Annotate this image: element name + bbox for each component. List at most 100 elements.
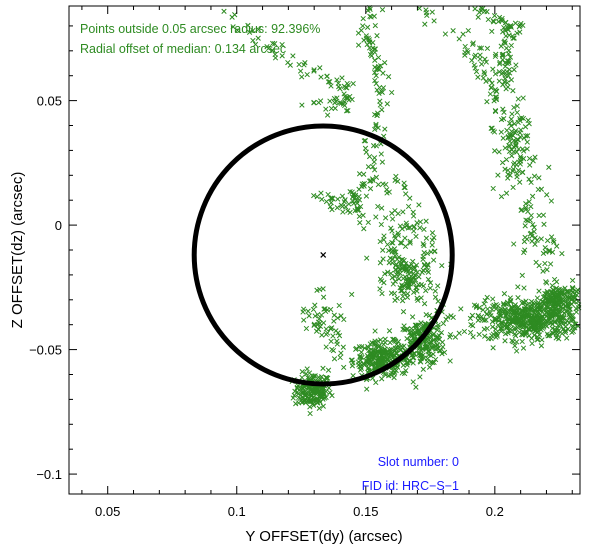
data-point (331, 312, 337, 318)
data-point (530, 315, 536, 322)
data-point (386, 373, 392, 379)
data-point (358, 27, 364, 34)
data-point (430, 257, 437, 263)
data-point (452, 334, 459, 340)
data-point (456, 330, 462, 336)
data-point (329, 392, 335, 399)
data-point (302, 384, 308, 391)
data-point (521, 135, 527, 141)
data-point (397, 240, 404, 246)
data-point (328, 200, 334, 206)
data-point (540, 212, 547, 218)
data-point (290, 395, 296, 401)
data-point (520, 115, 527, 122)
data-point (377, 63, 384, 69)
data-point (508, 123, 514, 129)
data-point (510, 166, 517, 172)
data-point (279, 41, 285, 48)
axis-ticks: 0.05 0.1 0.15 0.2 0.05 0 −0.05 −0.1 (29, 6, 580, 519)
data-point (314, 287, 320, 293)
data-point (270, 40, 276, 47)
data-point (478, 5, 484, 11)
data-point (465, 27, 471, 34)
data-point (559, 330, 565, 337)
data-point (383, 181, 389, 188)
data-point (376, 342, 383, 349)
x-axis-label: Y OFFSET(dy) (arcsec) (245, 528, 402, 545)
data-point (432, 343, 438, 349)
data-point (423, 218, 429, 224)
data-point (409, 314, 416, 320)
data-point (432, 294, 439, 300)
data-point (511, 241, 517, 247)
data-point (330, 333, 336, 339)
data-point (390, 240, 396, 246)
data-point (475, 312, 481, 319)
data-point (365, 219, 371, 226)
data-point (366, 153, 373, 160)
data-point (515, 167, 522, 173)
data-point (365, 365, 371, 372)
data-point (472, 65, 478, 71)
data-point (400, 309, 407, 315)
data-point (524, 146, 530, 152)
data-point (543, 291, 549, 297)
data-point (571, 321, 578, 327)
data-point (499, 52, 505, 58)
data-point (319, 393, 326, 399)
data-point (504, 127, 510, 134)
data-point (337, 354, 343, 361)
data-point (540, 268, 546, 274)
data-point (423, 7, 429, 13)
data-point (531, 224, 537, 231)
data-point (410, 213, 417, 219)
data-point (381, 371, 388, 377)
data-point (303, 325, 310, 332)
data-point (428, 359, 434, 366)
data-point (501, 291, 508, 297)
data-point (300, 390, 307, 396)
data-point (531, 228, 537, 235)
data-point (516, 329, 523, 335)
data-point (517, 315, 523, 321)
data-point (548, 234, 555, 240)
data-point (301, 317, 307, 323)
data-point (548, 293, 554, 299)
data-point (347, 209, 353, 216)
data-point (343, 108, 350, 114)
data-point (544, 267, 550, 273)
data-point (399, 370, 405, 376)
data-point (473, 68, 480, 75)
y-tick-label: 0 (55, 218, 62, 233)
data-point (413, 262, 420, 268)
data-point (555, 314, 561, 321)
data-point (428, 249, 434, 255)
data-point (331, 318, 337, 324)
data-point (524, 133, 531, 139)
data-point (340, 209, 346, 215)
data-point (462, 43, 468, 50)
data-point (468, 322, 474, 328)
data-point (523, 298, 529, 304)
data-point (528, 179, 534, 186)
data-point (328, 83, 334, 89)
data-point (255, 35, 261, 41)
data-point (334, 338, 340, 344)
data-point (511, 121, 518, 127)
data-point (378, 221, 384, 228)
data-point (320, 294, 327, 300)
data-point (328, 105, 335, 112)
data-point (495, 303, 501, 309)
data-point (438, 329, 445, 336)
data-point (272, 41, 278, 47)
data-point (429, 359, 436, 366)
data-point (503, 45, 510, 51)
data-point (447, 358, 453, 364)
data-point (502, 166, 508, 172)
data-point (434, 327, 440, 333)
data-point (269, 47, 275, 53)
data-point (399, 288, 405, 294)
data-point (477, 52, 483, 58)
data-point (360, 212, 366, 218)
data-point (517, 179, 523, 185)
